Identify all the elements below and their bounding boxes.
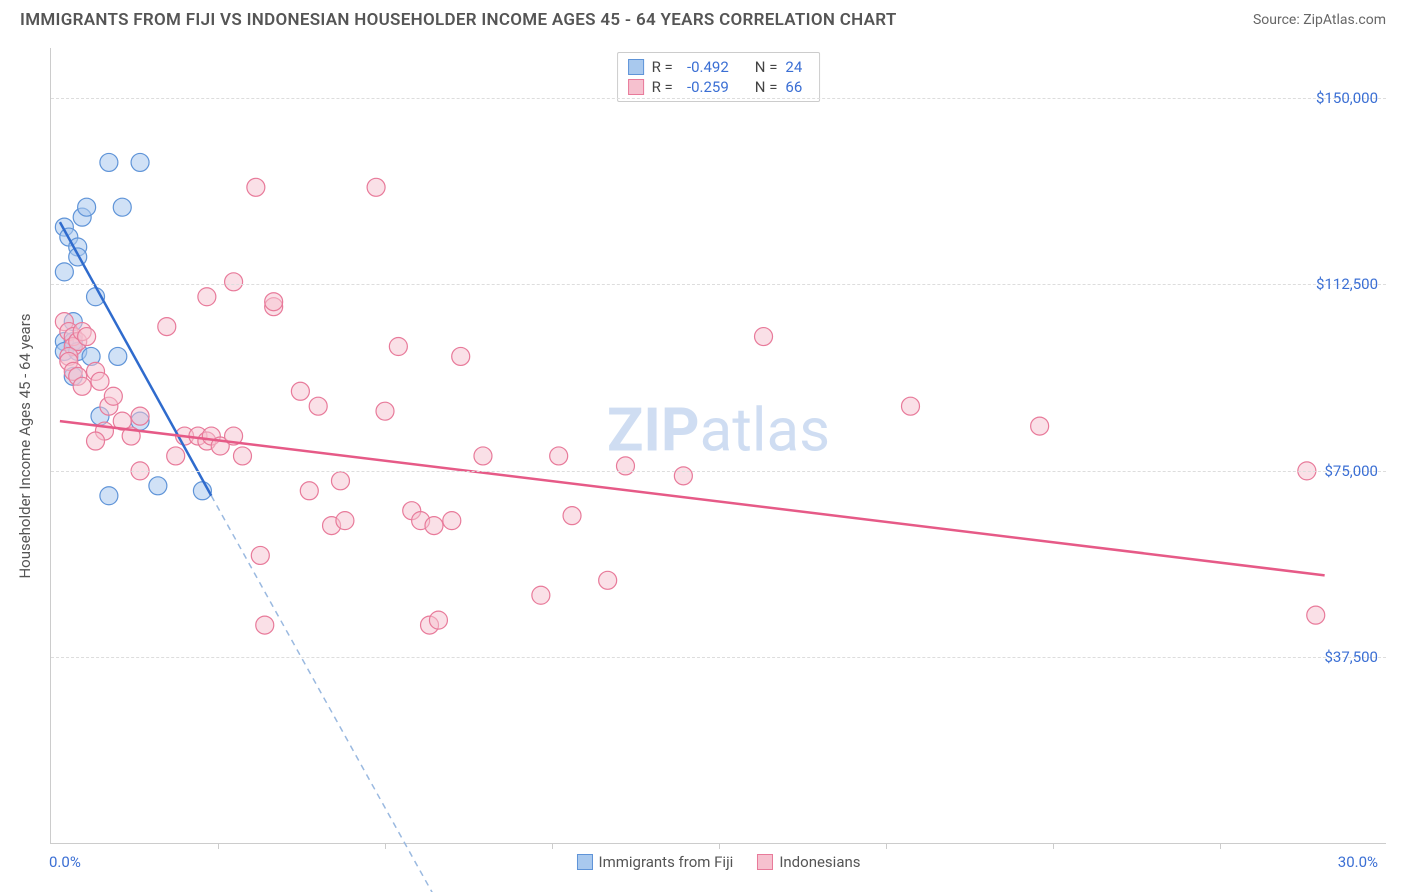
data-point	[309, 397, 327, 415]
data-point	[198, 288, 216, 306]
data-point	[158, 318, 176, 336]
stats-n-label: N =	[755, 78, 778, 96]
data-point	[599, 571, 617, 589]
stats-r-label: R =	[652, 78, 673, 96]
data-point	[131, 153, 149, 171]
scatter-plot-svg	[51, 48, 1386, 843]
data-point	[256, 616, 274, 634]
data-point	[755, 328, 773, 346]
stats-n-label: N =	[755, 58, 778, 76]
source-label: Source:	[1253, 12, 1303, 28]
x-axis-min-label: 0.0%	[49, 853, 81, 871]
legend-label: Indonesians	[779, 853, 860, 871]
x-tick	[719, 843, 720, 849]
data-point	[425, 517, 443, 535]
data-point	[563, 507, 581, 525]
stats-r-value: -0.259	[681, 78, 729, 96]
data-point	[109, 347, 127, 365]
data-point	[78, 328, 96, 346]
legend-item: Immigrants from Fiji	[576, 853, 733, 871]
data-point	[616, 457, 634, 475]
x-tick	[886, 843, 887, 849]
data-point	[100, 153, 118, 171]
data-point	[550, 447, 568, 465]
gridline	[51, 471, 1386, 472]
data-point	[367, 178, 385, 196]
x-tick	[218, 843, 219, 849]
data-point	[251, 546, 269, 564]
data-point	[901, 397, 919, 415]
data-point	[443, 512, 461, 530]
data-point	[225, 273, 243, 291]
x-tick	[552, 843, 553, 849]
data-point	[55, 263, 73, 281]
data-point	[87, 432, 105, 450]
data-point	[167, 447, 185, 465]
legend-swatch	[628, 59, 644, 75]
stats-n-value: 24	[785, 58, 809, 76]
data-point	[73, 377, 91, 395]
data-point	[131, 407, 149, 425]
gridline	[51, 657, 1386, 658]
trend-line	[60, 421, 1325, 575]
data-point	[1307, 606, 1325, 624]
y-tick-label: $112,500	[1316, 275, 1378, 293]
legend-swatch	[576, 854, 592, 870]
x-tick	[1220, 843, 1221, 849]
legend-item: Indonesians	[757, 853, 860, 871]
data-point	[389, 338, 407, 356]
legend-swatch	[757, 854, 773, 870]
stats-box: R = -0.492 N = 24 R = -0.259 N = 66	[617, 52, 821, 102]
data-point	[532, 586, 550, 604]
x-axis-max-label: 30.0%	[1338, 853, 1378, 871]
data-point	[429, 611, 447, 629]
data-point	[265, 293, 283, 311]
data-point	[104, 387, 122, 405]
chart-plot-area: Householder Income Ages 45 - 64 years ZI…	[50, 48, 1386, 844]
data-point	[336, 512, 354, 530]
data-point	[233, 447, 251, 465]
data-point	[91, 372, 109, 390]
gridline	[51, 98, 1386, 99]
y-tick-label: $37,500	[1324, 648, 1378, 666]
chart-title: IMMIGRANTS FROM FIJI VS INDONESIAN HOUSE…	[20, 10, 897, 30]
data-point	[113, 198, 131, 216]
stats-r-label: R =	[652, 58, 673, 76]
y-tick-label: $75,000	[1324, 462, 1378, 480]
data-point	[149, 477, 167, 495]
legend-swatch	[628, 79, 644, 95]
stats-r-value: -0.492	[681, 58, 729, 76]
stats-row: R = -0.492 N = 24	[628, 57, 810, 77]
x-tick	[385, 843, 386, 849]
stats-n-value: 66	[785, 78, 809, 96]
data-point	[452, 347, 470, 365]
y-tick-label: $150,000	[1316, 89, 1378, 107]
gridline	[51, 284, 1386, 285]
data-point	[78, 198, 96, 216]
legend: Immigrants from Fiji Indonesians	[576, 853, 860, 871]
data-point	[100, 487, 118, 505]
data-point	[300, 482, 318, 500]
y-axis-title: Householder Income Ages 45 - 64 years	[16, 313, 34, 578]
data-point	[291, 382, 309, 400]
source-attribution: Source: ZipAtlas.com	[1253, 12, 1386, 28]
legend-label: Immigrants from Fiji	[598, 853, 733, 871]
stats-row: R = -0.259 N = 66	[628, 77, 810, 97]
trend-line-extrapolated	[211, 496, 438, 892]
data-point	[474, 447, 492, 465]
data-point	[247, 178, 265, 196]
data-point	[331, 472, 349, 490]
source-value: ZipAtlas.com	[1303, 12, 1386, 28]
data-point	[376, 402, 394, 420]
data-point	[674, 467, 692, 485]
x-tick	[1053, 843, 1054, 849]
data-point	[1031, 417, 1049, 435]
